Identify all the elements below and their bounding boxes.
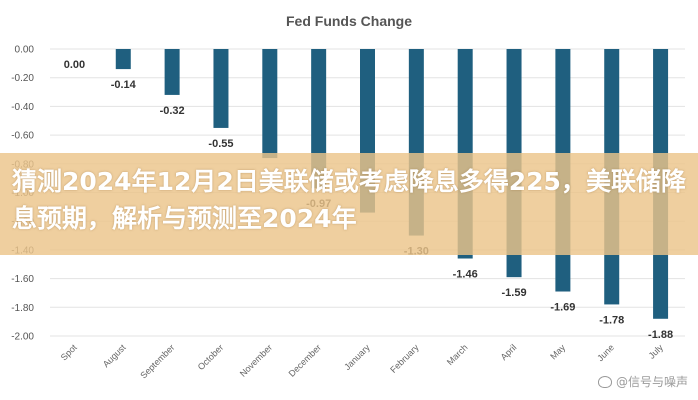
x-tick-label: November <box>238 342 274 378</box>
x-tick-label: April <box>499 342 519 362</box>
y-tick-label: -2.00 <box>11 332 34 343</box>
watermark: @信号与噪声 <box>597 373 688 390</box>
watermark-text: @信号与噪声 <box>615 375 688 389</box>
chart-title: Fed Funds Change <box>286 13 412 29</box>
data-label: -0.14 <box>111 79 137 91</box>
x-tick-label: August <box>101 342 128 369</box>
data-label: -1.59 <box>501 287 526 299</box>
data-label: -1.69 <box>550 302 575 314</box>
x-tick-label: December <box>287 342 323 378</box>
x-tick-label: March <box>445 342 470 367</box>
x-tick-label: October <box>196 342 226 372</box>
y-tick-label: 0.00 <box>15 45 35 56</box>
data-label: 0.00 <box>64 59 85 71</box>
bar <box>262 49 278 159</box>
weibo-icon <box>597 375 612 388</box>
x-tick-label: June <box>595 342 616 363</box>
y-tick-label: -1.80 <box>11 303 34 314</box>
bar <box>213 49 229 128</box>
data-label: -1.88 <box>648 329 673 341</box>
y-tick-label: -0.20 <box>11 73 34 84</box>
x-tick-label: May <box>548 342 567 361</box>
bar <box>164 49 180 95</box>
y-tick-label: -0.60 <box>11 131 34 142</box>
x-tick-label: September <box>138 342 176 380</box>
headline-text: 猜测2024年12月2日美联储或考虑降息多得225，美联储降息预期，解析与预测至… <box>12 167 686 233</box>
y-tick-label: -1.60 <box>11 274 34 285</box>
data-label: -1.46 <box>453 269 478 281</box>
data-label: -1.78 <box>599 314 624 326</box>
data-label: -0.55 <box>208 138 233 150</box>
y-tick-label: -0.40 <box>11 102 34 113</box>
x-tick-label: July <box>647 342 666 361</box>
data-label: -0.32 <box>160 105 185 117</box>
bar <box>115 49 131 70</box>
x-tick-label: February <box>388 342 421 375</box>
x-axis-ticks: Spot August September October November Decemb… <box>59 342 666 381</box>
headline-banner: 猜测2024年12月2日美联储或考虑降息多得225，美联储降息预期，解析与预测至… <box>0 153 698 255</box>
x-tick-label: January <box>342 342 372 372</box>
x-tick-label: Spot <box>59 342 80 363</box>
